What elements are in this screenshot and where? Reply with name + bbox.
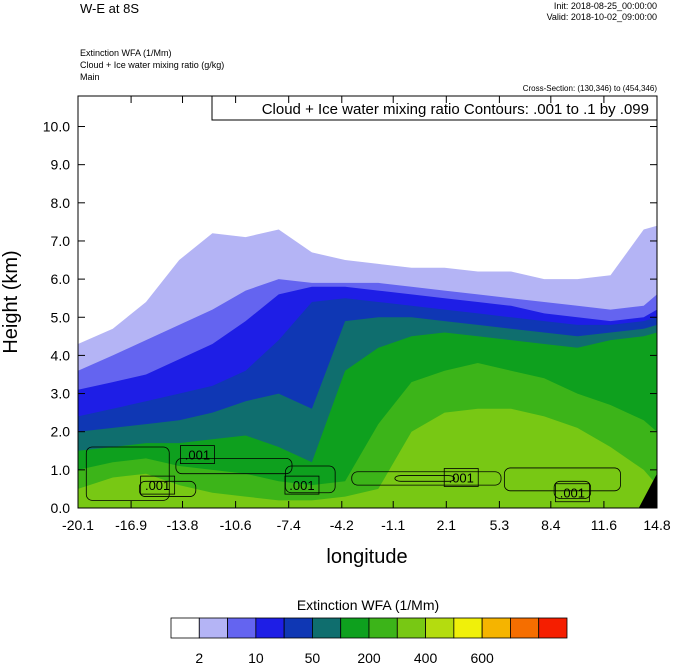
y-tick-label: 6.0 bbox=[51, 271, 71, 287]
colorbar-swatch bbox=[198, 617, 228, 639]
field-description-3: Main bbox=[80, 72, 100, 82]
colorbar-tick-label: 50 bbox=[305, 650, 321, 666]
x-tick-label: -20.1 bbox=[62, 517, 94, 533]
x-axis-label: longitude bbox=[326, 546, 407, 568]
x-tick-label: -13.8 bbox=[167, 517, 199, 533]
x-tick-label: 11.6 bbox=[591, 517, 617, 533]
colorbar-swatch bbox=[312, 617, 342, 639]
colorbar-tick-label: 600 bbox=[470, 650, 494, 666]
contour-info-box bbox=[211, 95, 658, 121]
y-tick-label: 4.0 bbox=[51, 347, 71, 363]
contour-line bbox=[503, 467, 621, 492]
contour-label-box bbox=[180, 445, 215, 464]
colorbar-swatch bbox=[538, 617, 568, 639]
colorbar-swatch bbox=[255, 617, 285, 639]
colorbar-swatch bbox=[425, 617, 455, 639]
colorbar-swatch bbox=[227, 617, 257, 639]
init-time: Init: 2018-08-25_00:00:00 bbox=[554, 1, 657, 11]
field-description-2: Cloud + Ice water mixing ratio (g/kg) bbox=[80, 60, 224, 70]
y-tick-label: 2.0 bbox=[51, 424, 71, 440]
colorbar-swatch bbox=[396, 617, 426, 639]
x-tick-label: -4.2 bbox=[330, 517, 354, 533]
terrain bbox=[638, 473, 657, 508]
contour-label: .001 bbox=[560, 486, 585, 501]
contour-label-box bbox=[284, 475, 320, 495]
colorbar: 2 10 50 200 400 600 bbox=[170, 617, 568, 666]
colorbar-swatch bbox=[283, 617, 313, 639]
colorbar-title: Extinction WFA (1/Mm) bbox=[297, 597, 439, 613]
colorbar-swatch bbox=[481, 617, 511, 639]
contour-label-box bbox=[443, 468, 479, 487]
colorbar-tick-label: 10 bbox=[248, 650, 264, 666]
colorbar-swatch bbox=[453, 617, 483, 639]
cross-section-label: Cross-Section: (130,346) to (454,346) bbox=[523, 84, 658, 93]
colorbar-tick-label: 200 bbox=[357, 650, 381, 666]
x-tick-label: -16.9 bbox=[115, 517, 147, 533]
contour-label: .001 bbox=[289, 478, 314, 493]
plot-title: W-E at 8S bbox=[80, 1, 139, 16]
colorbar-swatch bbox=[510, 617, 540, 639]
contour-info: Cloud + Ice water mixing ratio Contours:… bbox=[262, 101, 649, 118]
y-tick-label: 7.0 bbox=[51, 233, 71, 249]
y-tick-label: 0.0 bbox=[51, 500, 71, 516]
contour-label-box bbox=[554, 483, 590, 503]
plot-area bbox=[78, 96, 657, 508]
x-tick-label: 8.4 bbox=[541, 517, 561, 533]
field-description-1: Extinction WFA (1/Mm) bbox=[80, 48, 172, 58]
colorbar-swatch bbox=[368, 617, 398, 639]
contour-label: .001 bbox=[449, 470, 474, 485]
x-tick-label: -10.6 bbox=[220, 517, 252, 533]
contour-line bbox=[284, 465, 336, 494]
x-tick-label: 14.8 bbox=[643, 517, 670, 533]
contour-line bbox=[138, 480, 197, 497]
y-tick-label: 1.0 bbox=[51, 462, 71, 478]
x-tick-label: -7.4 bbox=[277, 517, 301, 533]
contour-line bbox=[351, 471, 502, 486]
colorbar-tick-label: 2 bbox=[195, 650, 203, 666]
y-axis-label: Height (km) bbox=[0, 250, 22, 353]
contour-line bbox=[394, 475, 455, 482]
valid-time: Valid: 2018-10-02_09:00:00 bbox=[547, 12, 657, 22]
colorbar-swatch bbox=[340, 617, 370, 639]
contour-line bbox=[553, 480, 592, 499]
colorbar-swatch bbox=[170, 617, 200, 639]
x-tick-label: 2.1 bbox=[437, 517, 457, 533]
y-tick-label: 5.0 bbox=[51, 309, 71, 325]
axes: -20.1 -16.9 -13.8 -10.6 -7.4 -4.2 -1.1 2.1 5.3 8.… bbox=[43, 96, 671, 533]
x-tick-label: 5.3 bbox=[490, 517, 510, 533]
contour-label-box bbox=[140, 475, 176, 495]
y-tick-label: 9.0 bbox=[51, 157, 71, 173]
fill-level-8 bbox=[78, 408, 657, 508]
contour-label: .001 bbox=[145, 478, 170, 493]
y-tick-label: 3.0 bbox=[51, 386, 71, 402]
x-tick-label: -1.1 bbox=[381, 517, 405, 533]
y-tick-label: 8.0 bbox=[51, 195, 71, 211]
contour-lines: .001 .001 .001 .001 .001 bbox=[85, 445, 621, 503]
colorbar-tick-label: 400 bbox=[414, 650, 438, 666]
y-tick-label: 10.0 bbox=[43, 119, 70, 135]
contour-label: .001 bbox=[185, 448, 210, 463]
contour-line bbox=[85, 446, 170, 501]
